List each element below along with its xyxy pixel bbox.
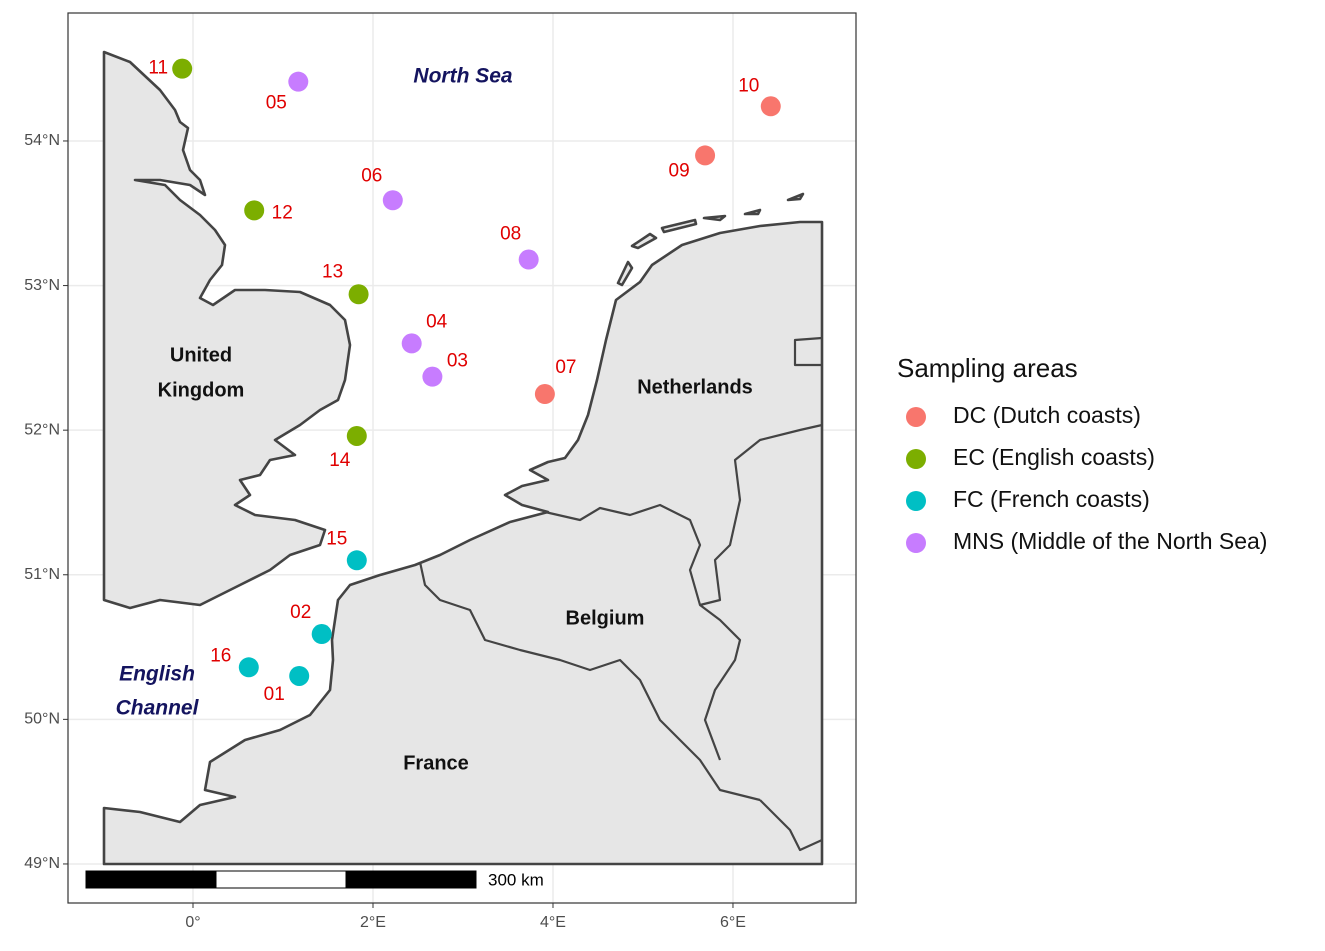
sample-point xyxy=(346,550,367,571)
border xyxy=(793,336,823,367)
country-label: Kingdom xyxy=(158,379,245,401)
island xyxy=(616,260,634,287)
point-label: 03 xyxy=(447,351,468,372)
sample-point xyxy=(422,366,443,387)
scale-segment xyxy=(215,870,347,889)
scale-label: 300 km xyxy=(488,870,544,889)
point-label: 02 xyxy=(290,602,311,623)
legend-title: Sampling areas xyxy=(897,353,1078,383)
point-label: 10 xyxy=(738,75,759,96)
scale-segment xyxy=(345,870,477,889)
island xyxy=(786,192,805,202)
y-tick-label: 51°N xyxy=(24,566,60,583)
island xyxy=(630,232,658,250)
united-kingdom xyxy=(102,50,352,610)
point-label: 09 xyxy=(669,160,690,181)
point-label: 15 xyxy=(326,528,347,549)
sea-label: North Sea xyxy=(413,65,513,88)
legend-label: MNS (Middle of the North Sea) xyxy=(953,528,1267,554)
sample-point xyxy=(760,96,781,117)
point-label: 05 xyxy=(266,93,287,114)
legend-label: DC (Dutch coasts) xyxy=(953,402,1141,428)
y-tick-label: 54°N xyxy=(24,132,60,149)
x-tick-label: 6°E xyxy=(720,914,746,931)
point-label: 04 xyxy=(426,311,448,332)
x-tick-label: 2°E xyxy=(360,914,386,931)
x-tick-label: 0° xyxy=(185,914,200,931)
border xyxy=(699,604,742,761)
y-tick-label: 50°N xyxy=(24,711,60,728)
point-label: 12 xyxy=(272,202,293,223)
sample-point xyxy=(518,249,539,270)
sample-point xyxy=(238,657,259,678)
sea-label: English xyxy=(119,663,195,686)
legend-marker xyxy=(906,407,926,427)
panel-border xyxy=(67,12,857,904)
point-label: 11 xyxy=(148,58,168,79)
y-tick-label: 53°N xyxy=(24,277,60,294)
sample-point xyxy=(172,58,193,79)
point-label: 06 xyxy=(361,165,382,186)
sample-point xyxy=(348,284,369,305)
point-label: 08 xyxy=(500,224,521,245)
scale-bar: 300 km xyxy=(85,870,544,889)
sample-point xyxy=(695,145,716,166)
continent xyxy=(102,220,824,866)
legend-marker xyxy=(906,449,926,469)
country-label: Netherlands xyxy=(637,376,753,398)
legend-marker xyxy=(906,533,926,553)
legend-label: FC (French coasts) xyxy=(953,486,1150,512)
island xyxy=(660,218,698,234)
country-label: United xyxy=(170,344,232,366)
sample-point xyxy=(382,190,403,211)
point-label: 01 xyxy=(264,684,285,705)
x-tick-label: 4°E xyxy=(540,914,566,931)
point-label: 13 xyxy=(322,261,343,282)
island xyxy=(743,208,762,216)
sample-point xyxy=(244,200,265,221)
sea-label: Channel xyxy=(116,697,200,720)
sample-point xyxy=(346,425,367,446)
sample-point xyxy=(401,333,422,354)
sample-point xyxy=(311,624,332,645)
country-label: Belgium xyxy=(566,607,645,629)
border xyxy=(418,561,761,802)
border xyxy=(759,799,823,852)
sample-point xyxy=(289,665,310,686)
point-label: 07 xyxy=(555,357,576,378)
y-tick-label: 52°N xyxy=(24,421,60,438)
point-label: 14 xyxy=(329,450,351,471)
sample-point xyxy=(288,71,309,92)
y-tick-label: 49°N xyxy=(24,855,60,872)
country-label: France xyxy=(403,752,469,774)
legend-marker xyxy=(906,491,926,511)
land xyxy=(102,50,824,866)
point-label: 16 xyxy=(210,645,231,666)
legend-label: EC (English coasts) xyxy=(953,444,1155,470)
island xyxy=(702,214,727,222)
scale-segment xyxy=(85,870,217,889)
sample-point xyxy=(534,384,555,405)
